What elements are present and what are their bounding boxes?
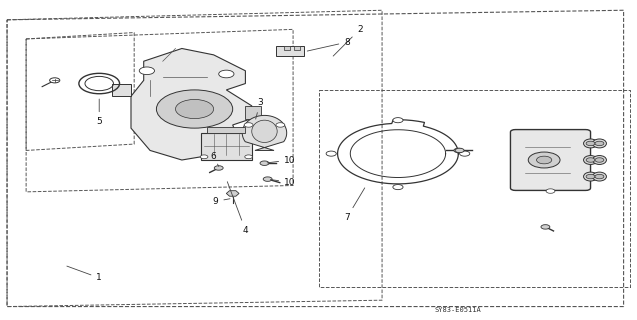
Circle shape (157, 90, 233, 128)
Bar (294, 46, 300, 50)
Circle shape (214, 166, 223, 170)
Text: 3: 3 (255, 98, 263, 119)
Text: 7: 7 (344, 188, 365, 222)
Ellipse shape (592, 156, 606, 164)
Circle shape (244, 123, 253, 127)
Text: 6: 6 (211, 152, 218, 166)
Circle shape (595, 158, 604, 162)
FancyBboxPatch shape (510, 130, 590, 190)
Text: 4: 4 (227, 182, 248, 235)
Bar (207, 127, 245, 133)
Circle shape (541, 225, 550, 229)
Circle shape (455, 148, 464, 153)
Text: 10: 10 (270, 178, 296, 187)
Text: 8: 8 (307, 38, 350, 51)
Circle shape (586, 141, 595, 146)
Circle shape (595, 174, 604, 179)
Circle shape (200, 155, 208, 159)
Ellipse shape (583, 139, 598, 148)
Circle shape (260, 161, 269, 165)
Ellipse shape (592, 139, 606, 148)
Text: 10: 10 (268, 156, 296, 164)
Ellipse shape (583, 172, 598, 181)
Circle shape (140, 67, 155, 75)
Polygon shape (226, 191, 239, 196)
Polygon shape (131, 49, 252, 160)
Ellipse shape (583, 156, 598, 164)
Text: 9: 9 (213, 197, 230, 206)
Circle shape (460, 151, 469, 156)
Text: SY83-E0511A: SY83-E0511A (435, 307, 482, 313)
Polygon shape (112, 84, 131, 96)
Circle shape (393, 118, 403, 123)
Circle shape (175, 100, 213, 119)
Circle shape (393, 185, 403, 190)
Polygon shape (242, 116, 287, 150)
Text: 2: 2 (333, 25, 362, 56)
Bar (283, 46, 290, 50)
Bar (201, 133, 252, 160)
Text: 5: 5 (96, 99, 102, 126)
Circle shape (454, 148, 463, 153)
Circle shape (326, 151, 336, 156)
Circle shape (218, 70, 234, 78)
Circle shape (586, 174, 595, 179)
Ellipse shape (252, 120, 277, 142)
Circle shape (586, 158, 595, 162)
Circle shape (263, 177, 272, 181)
Bar (245, 106, 261, 119)
Circle shape (245, 155, 252, 159)
Circle shape (595, 141, 604, 146)
Ellipse shape (592, 172, 606, 181)
Circle shape (276, 123, 285, 127)
Circle shape (528, 152, 560, 168)
Text: 1: 1 (67, 266, 102, 282)
Circle shape (546, 189, 555, 193)
Circle shape (50, 78, 60, 83)
Bar (276, 46, 304, 56)
Circle shape (536, 156, 552, 164)
